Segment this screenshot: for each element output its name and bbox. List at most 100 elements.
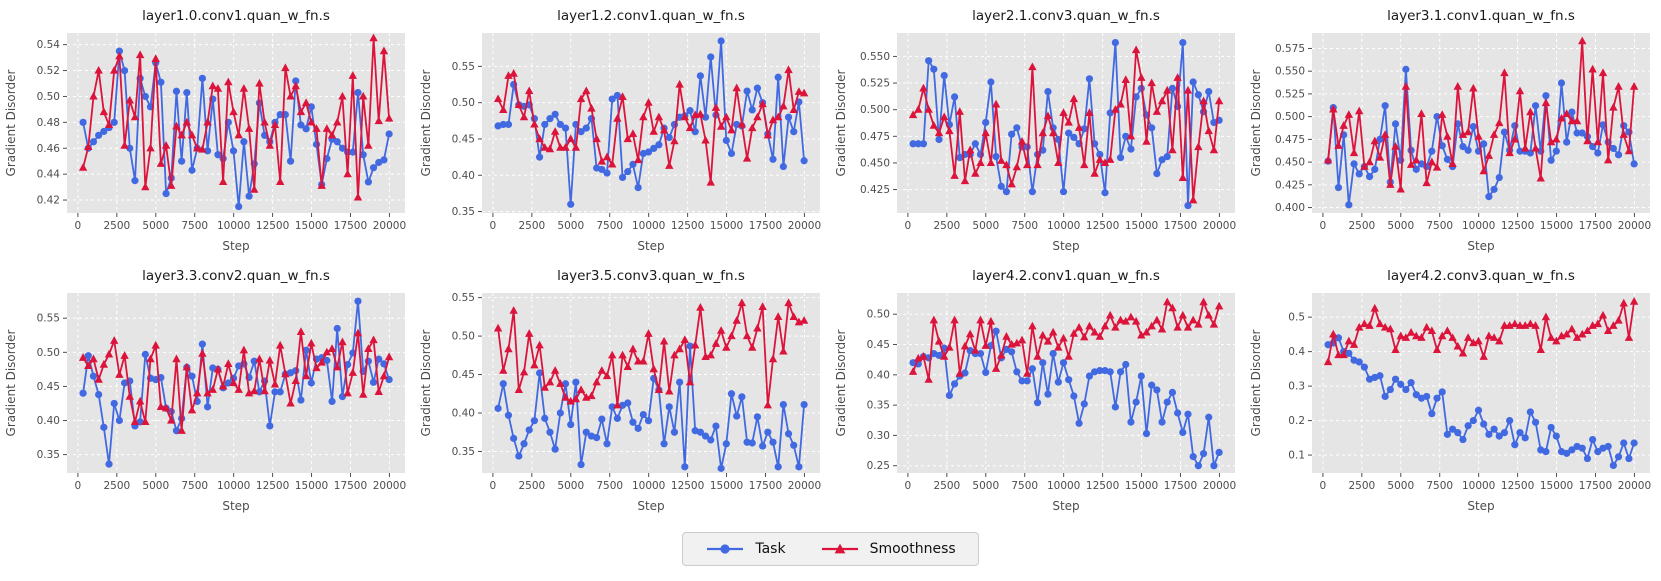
svg-text:0.525: 0.525 bbox=[1274, 88, 1304, 100]
svg-text:17500: 17500 bbox=[1163, 220, 1196, 232]
svg-text:5000: 5000 bbox=[142, 480, 169, 492]
svg-text:12500: 12500 bbox=[670, 480, 703, 492]
legend-smoothness-label: Smoothness bbox=[869, 541, 956, 557]
svg-text:20000: 20000 bbox=[787, 480, 820, 492]
task-line-marker-icon bbox=[707, 544, 744, 554]
svg-text:7500: 7500 bbox=[1011, 220, 1038, 232]
svg-text:0.450: 0.450 bbox=[859, 157, 889, 169]
svg-text:10000: 10000 bbox=[631, 480, 664, 492]
chart-title: layer2.1.conv3.quan_w_fn.s bbox=[972, 8, 1160, 24]
y-axis-label: Gradient Disorder bbox=[419, 70, 433, 177]
x-axis-label: Step bbox=[1467, 499, 1494, 513]
chart-title: layer3.5.conv3.quan_w_fn.s bbox=[557, 268, 745, 284]
y-axis-label: Gradient Disorder bbox=[4, 330, 18, 437]
svg-text:12500: 12500 bbox=[255, 480, 288, 492]
svg-text:0.50: 0.50 bbox=[36, 347, 59, 359]
chart-panel: 0 2500 5000 7500 10000 12500 15000 17500 20000 0.… bbox=[1246, 0, 1661, 260]
x-axis-label: Step bbox=[1052, 499, 1079, 513]
svg-text:0.25: 0.25 bbox=[866, 460, 889, 472]
svg-text:17500: 17500 bbox=[333, 480, 366, 492]
svg-text:0.45: 0.45 bbox=[866, 339, 889, 351]
chart-plot: 0 2500 5000 7500 10000 12500 15000 17500 20000 0.… bbox=[419, 268, 821, 513]
svg-text:15000: 15000 bbox=[1124, 480, 1157, 492]
x-axis-label: Step bbox=[637, 239, 664, 253]
svg-text:5000: 5000 bbox=[1387, 220, 1414, 232]
y-axis-label: Gradient Disorder bbox=[1249, 330, 1263, 437]
svg-text:2500: 2500 bbox=[518, 220, 545, 232]
legend-task-label: Task bbox=[755, 541, 786, 557]
svg-text:20000: 20000 bbox=[1617, 480, 1650, 492]
svg-text:0.35: 0.35 bbox=[866, 400, 889, 412]
x-axis-label: Step bbox=[222, 239, 249, 253]
legend-bar: Task Smoothness bbox=[0, 520, 1661, 578]
svg-text:0.35: 0.35 bbox=[451, 206, 474, 218]
chart-panel: 0 2500 5000 7500 10000 12500 15000 17500 20000 0.… bbox=[416, 0, 831, 260]
svg-text:5000: 5000 bbox=[557, 480, 584, 492]
svg-text:0.5: 0.5 bbox=[1288, 312, 1305, 324]
svg-text:0.45: 0.45 bbox=[451, 133, 474, 145]
chart-plot: 0 2500 5000 7500 10000 12500 15000 17500 20000 0.… bbox=[1249, 8, 1651, 253]
svg-text:0.55: 0.55 bbox=[451, 292, 474, 304]
svg-text:0.30: 0.30 bbox=[866, 430, 889, 442]
svg-text:0.44: 0.44 bbox=[36, 169, 60, 181]
svg-text:5000: 5000 bbox=[557, 220, 584, 232]
svg-text:0: 0 bbox=[904, 480, 911, 492]
svg-text:5000: 5000 bbox=[142, 220, 169, 232]
chart-plot: 0 2500 5000 7500 10000 12500 15000 17500 20000 0.… bbox=[834, 8, 1236, 253]
svg-text:20000: 20000 bbox=[372, 480, 405, 492]
svg-text:0.50: 0.50 bbox=[451, 331, 474, 343]
svg-text:0.4: 0.4 bbox=[1288, 346, 1305, 358]
svg-text:0.500: 0.500 bbox=[1274, 111, 1304, 123]
svg-text:0.35: 0.35 bbox=[451, 446, 474, 458]
svg-text:15000: 15000 bbox=[294, 480, 327, 492]
chart-title: layer3.3.conv2.quan_w_fn.s bbox=[142, 268, 330, 284]
svg-text:0.3: 0.3 bbox=[1288, 381, 1305, 393]
chart-plot: 0 2500 5000 7500 10000 12500 15000 17500 20000 0.… bbox=[834, 268, 1236, 513]
y-axis-label: Gradient Disorder bbox=[419, 330, 433, 437]
svg-text:12500: 12500 bbox=[1500, 480, 1533, 492]
svg-text:17500: 17500 bbox=[748, 220, 781, 232]
svg-text:0.48: 0.48 bbox=[36, 117, 59, 129]
svg-text:7500: 7500 bbox=[181, 220, 208, 232]
svg-text:0.55: 0.55 bbox=[451, 61, 474, 73]
svg-text:0: 0 bbox=[74, 220, 81, 232]
svg-text:0.525: 0.525 bbox=[859, 78, 889, 90]
svg-text:0.50: 0.50 bbox=[36, 91, 59, 103]
svg-text:0.45: 0.45 bbox=[451, 369, 474, 381]
svg-text:0.40: 0.40 bbox=[451, 170, 474, 182]
chart-plot: 0 2500 5000 7500 10000 12500 15000 17500 20000 0.… bbox=[1249, 268, 1651, 513]
svg-text:0.50: 0.50 bbox=[451, 97, 474, 109]
svg-text:17500: 17500 bbox=[1578, 220, 1611, 232]
svg-text:0.54: 0.54 bbox=[36, 39, 60, 51]
svg-text:20000: 20000 bbox=[787, 220, 820, 232]
chart-title: layer1.2.conv1.quan_w_fn.s bbox=[557, 8, 745, 24]
svg-text:0.40: 0.40 bbox=[451, 408, 474, 420]
svg-text:7500: 7500 bbox=[596, 220, 623, 232]
svg-text:0.575: 0.575 bbox=[1274, 43, 1304, 55]
svg-text:0: 0 bbox=[1319, 480, 1326, 492]
svg-text:5000: 5000 bbox=[972, 220, 999, 232]
chart-plot: 0 2500 5000 7500 10000 12500 15000 17500 20000 0.… bbox=[4, 268, 406, 513]
chart-title: layer4.2.conv3.quan_w_fn.s bbox=[1387, 268, 1575, 284]
svg-text:0.46: 0.46 bbox=[36, 143, 60, 155]
chart-panel: 0 2500 5000 7500 10000 12500 15000 17500 20000 0.… bbox=[831, 0, 1246, 260]
svg-text:0.550: 0.550 bbox=[859, 51, 889, 63]
svg-text:12500: 12500 bbox=[1085, 220, 1118, 232]
y-axis-label: Gradient Disorder bbox=[834, 70, 848, 177]
svg-text:7500: 7500 bbox=[1426, 480, 1453, 492]
svg-text:0.45: 0.45 bbox=[36, 381, 59, 393]
svg-text:0.1: 0.1 bbox=[1288, 450, 1305, 462]
svg-text:12500: 12500 bbox=[1085, 480, 1118, 492]
svg-text:0.42: 0.42 bbox=[36, 195, 59, 207]
chart-panel: 0 2500 5000 7500 10000 12500 15000 17500 20000 0.… bbox=[1, 0, 416, 260]
svg-text:10000: 10000 bbox=[1046, 480, 1079, 492]
svg-text:7500: 7500 bbox=[596, 480, 623, 492]
svg-text:0.2: 0.2 bbox=[1288, 415, 1305, 427]
chart-panel: 0 2500 5000 7500 10000 12500 15000 17500 20000 0.… bbox=[416, 260, 831, 520]
svg-text:0.500: 0.500 bbox=[859, 104, 889, 116]
svg-text:7500: 7500 bbox=[181, 480, 208, 492]
svg-text:0: 0 bbox=[74, 480, 81, 492]
svg-text:10000: 10000 bbox=[1046, 220, 1079, 232]
svg-text:0: 0 bbox=[904, 220, 911, 232]
svg-text:15000: 15000 bbox=[294, 220, 327, 232]
